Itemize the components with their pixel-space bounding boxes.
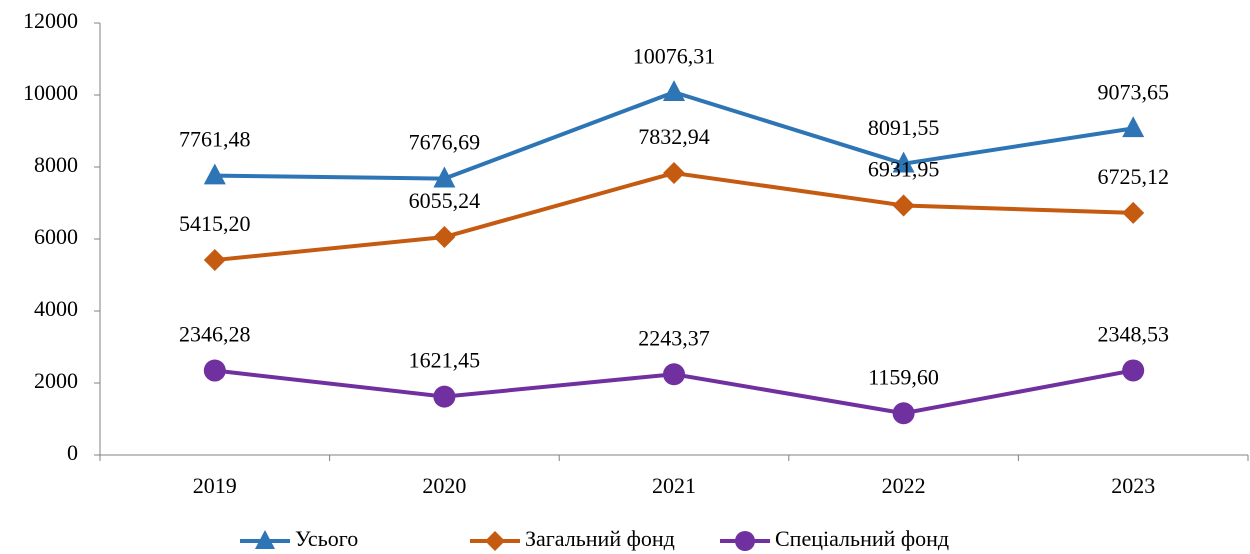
x-tick-label: 2022	[882, 473, 926, 498]
x-tick-label: 2023	[1111, 473, 1155, 498]
data-label: 2346,28	[179, 322, 251, 347]
y-tick-label: 8000	[34, 152, 78, 177]
data-label: 6725,12	[1097, 164, 1169, 189]
marker	[203, 359, 226, 382]
data-label: 7676,69	[409, 130, 481, 155]
marker	[892, 194, 915, 217]
y-tick-label: 12000	[23, 8, 78, 33]
x-tick-label: 2020	[422, 473, 466, 498]
series-line	[214, 170, 1134, 263]
y-tick-label: 2000	[34, 368, 78, 393]
y-tick-label: 10000	[23, 80, 78, 105]
marker	[203, 249, 226, 272]
data-label: 10076,31	[633, 43, 716, 68]
legend-item: Загальний фонд	[470, 526, 675, 551]
data-label: 1159,60	[868, 364, 939, 389]
marker	[735, 531, 755, 551]
marker	[663, 80, 685, 102]
marker	[663, 162, 685, 185]
x-tick-label: 2021	[652, 473, 696, 498]
data-label: 6055,24	[409, 188, 481, 213]
marker	[892, 151, 915, 173]
data-label: 2348,53	[1097, 321, 1169, 346]
marker	[433, 226, 456, 249]
y-tick-label: 6000	[34, 224, 78, 249]
data-label: 7761,48	[179, 127, 251, 152]
data-label: 9073,65	[1097, 79, 1169, 104]
data-label: 2243,37	[638, 325, 710, 350]
marker	[1122, 201, 1145, 224]
y-tick-label: 4000	[34, 296, 78, 321]
legend-label: Усього	[295, 526, 358, 551]
marker	[433, 166, 456, 188]
marker	[1122, 116, 1145, 138]
marker	[203, 163, 226, 185]
data-label: 1621,45	[409, 348, 481, 373]
legend-label: Спеціальний фонд	[775, 526, 949, 551]
y-tick-label: 0	[67, 440, 78, 465]
legend-item: Спеціальний фонд	[720, 526, 949, 551]
marker	[255, 530, 275, 549]
legend-label: Загальний фонд	[525, 526, 675, 551]
data-label: 7832,94	[638, 124, 710, 149]
data-label: 5415,20	[179, 211, 251, 236]
marker	[663, 363, 685, 386]
marker	[892, 402, 915, 425]
marker	[1122, 359, 1145, 382]
marker	[485, 531, 505, 551]
x-tick-label: 2019	[193, 473, 237, 498]
legend-item: Усього	[240, 526, 358, 551]
marker	[433, 385, 456, 408]
data-label: 6931,95	[868, 156, 940, 181]
data-label: 8091,55	[868, 115, 940, 140]
